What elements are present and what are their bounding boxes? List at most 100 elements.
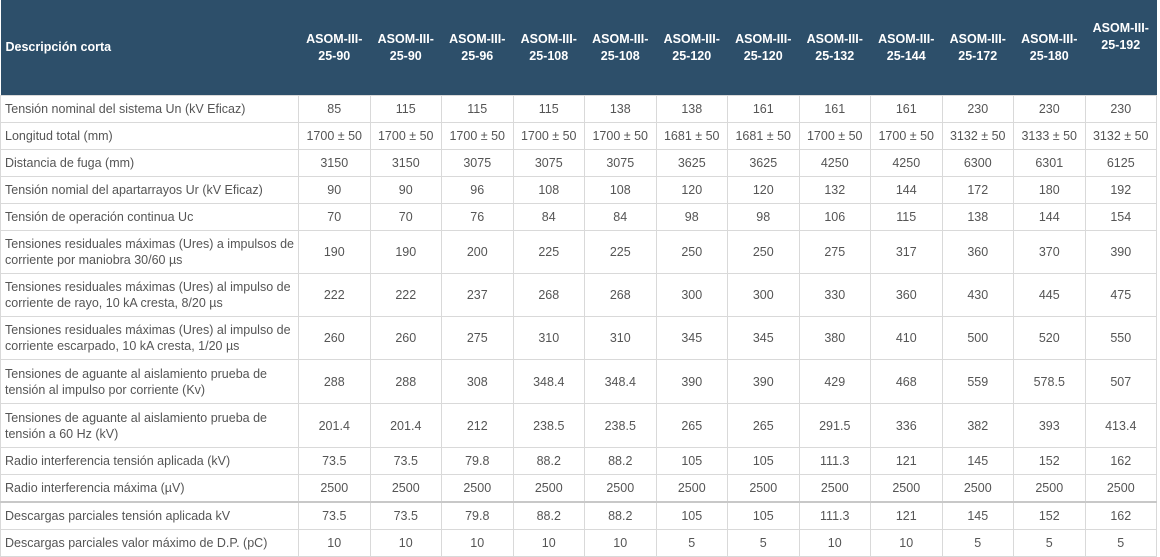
header-model: ASOM-III- 25-96	[441, 0, 513, 96]
header-model: ASOM-III- 25-108	[584, 0, 656, 96]
cell-value: 106	[798, 203, 871, 231]
cell-value: 84	[512, 203, 585, 231]
cell-value: 88.2	[584, 501, 657, 530]
cell-value: 105	[727, 501, 800, 530]
cell-value: 393	[1013, 403, 1086, 448]
cell-value: 238.5	[584, 403, 657, 448]
cell-value: 162	[1084, 501, 1157, 530]
cell-value: 6301	[1013, 149, 1086, 177]
header-model: ASOM-III- 25-120	[656, 0, 728, 96]
cell-value: 222	[298, 273, 371, 317]
cell-value: 79.8	[441, 501, 514, 530]
cell-value: 3132 ± 50	[1084, 122, 1157, 150]
cell-value: 3625	[727, 149, 800, 177]
cell-value: 138	[941, 203, 1014, 231]
cell-value: 225	[512, 230, 585, 274]
cell-value: 144	[870, 176, 943, 204]
cell-value: 121	[870, 447, 943, 475]
cell-value: 10	[798, 529, 871, 557]
cell-value: 190	[298, 230, 371, 274]
cell-value: 468	[870, 359, 943, 404]
cell-value: 5	[941, 529, 1014, 557]
row-label: Tensión nominal del sistema Un (kV Efica…	[0, 95, 299, 123]
cell-value: 145	[941, 447, 1014, 475]
cell-value: 154	[1084, 203, 1157, 231]
cell-value: 5	[655, 529, 728, 557]
cell-value: 132	[798, 176, 871, 204]
cell-value: 225	[584, 230, 657, 274]
cell-value: 308	[441, 359, 514, 404]
cell-value: 300	[727, 273, 800, 317]
row-label: Tensiones de aguante al aislamiento prue…	[0, 403, 299, 448]
cell-value: 275	[798, 230, 871, 274]
cell-value: 475	[1084, 273, 1157, 317]
cell-value: 10	[870, 529, 943, 557]
cell-value: 3150	[369, 149, 442, 177]
cell-value: 115	[441, 95, 514, 123]
cell-value: 111.3	[798, 501, 871, 530]
cell-value: 300	[655, 273, 728, 317]
row-label: Tensión de operación continua Uc	[0, 203, 299, 231]
header-model: ASOM-III- 25-90	[298, 0, 370, 96]
cell-value: 2500	[655, 474, 728, 503]
table-body: Tensión nominal del sistema Un (kV Efica…	[0, 95, 1157, 557]
table-row: Tensiones de aguante al aislamiento prue…	[0, 359, 1157, 404]
cell-value: 345	[727, 316, 800, 360]
cell-value: 200	[441, 230, 514, 274]
cell-value: 88.2	[512, 501, 585, 530]
cell-value: 360	[941, 230, 1014, 274]
cell-value: 430	[941, 273, 1014, 317]
table-row: Descargas parciales valor máximo de D.P.…	[0, 529, 1157, 557]
cell-value: 237	[441, 273, 514, 317]
cell-value: 70	[298, 203, 371, 231]
row-label: Tensión nomial del apartarrayos Ur (kV E…	[0, 176, 299, 204]
header-description: Descripción corta	[0, 0, 299, 96]
cell-value: 370	[1013, 230, 1086, 274]
table-row: Tensiones residuales máximas (Ures) al i…	[0, 273, 1157, 317]
cell-value: 348.4	[584, 359, 657, 404]
header-model: ASOM-III- 25-90	[370, 0, 442, 96]
cell-value: 115	[512, 95, 585, 123]
cell-value: 507	[1084, 359, 1157, 404]
cell-value: 250	[655, 230, 728, 274]
cell-value: 410	[870, 316, 943, 360]
cell-value: 161	[727, 95, 800, 123]
cell-value: 429	[798, 359, 871, 404]
cell-value: 230	[1084, 95, 1157, 123]
header-model: ASOM-III- 25-180	[1013, 0, 1085, 96]
cell-value: 317	[870, 230, 943, 274]
cell-value: 105	[655, 447, 728, 475]
cell-value: 275	[441, 316, 514, 360]
cell-value: 10	[441, 529, 514, 557]
cell-value: 10	[369, 529, 442, 557]
cell-value: 73.5	[369, 501, 442, 530]
cell-value: 70	[369, 203, 442, 231]
cell-value: 1700 ± 50	[441, 122, 514, 150]
cell-value: 291.5	[798, 403, 871, 448]
row-label: Tensiones de aguante al aislamiento prue…	[0, 359, 299, 404]
cell-value: 88.2	[512, 447, 585, 475]
cell-value: 330	[798, 273, 871, 317]
cell-value: 2500	[369, 474, 442, 503]
cell-value: 108	[584, 176, 657, 204]
cell-value: 98	[655, 203, 728, 231]
cell-value: 2500	[298, 474, 371, 503]
cell-value: 348.4	[512, 359, 585, 404]
cell-value: 390	[727, 359, 800, 404]
table-row: Tensiones residuales máximas (Ures) a im…	[0, 230, 1157, 274]
cell-value: 380	[798, 316, 871, 360]
cell-value: 3075	[441, 149, 514, 177]
table-row: Tensión nomial del apartarrayos Ur (kV E…	[0, 176, 1157, 204]
cell-value: 2500	[727, 474, 800, 503]
cell-value: 4250	[870, 149, 943, 177]
cell-value: 144	[1013, 203, 1086, 231]
cell-value: 138	[655, 95, 728, 123]
cell-value: 120	[655, 176, 728, 204]
cell-value: 1681 ± 50	[727, 122, 800, 150]
cell-value: 1681 ± 50	[655, 122, 728, 150]
cell-value: 96	[441, 176, 514, 204]
cell-value: 105	[655, 501, 728, 530]
cell-value: 310	[584, 316, 657, 360]
cell-value: 445	[1013, 273, 1086, 317]
cell-value: 1700 ± 50	[369, 122, 442, 150]
